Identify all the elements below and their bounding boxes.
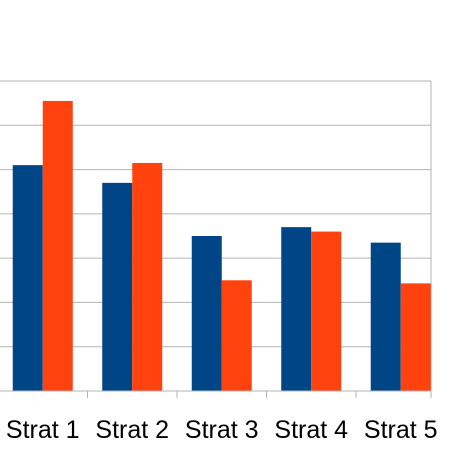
bar-series2: [311, 231, 342, 391]
x-tick-label: Strat 2: [95, 416, 169, 444]
x-tick-label: Strat 4: [274, 416, 348, 444]
x-tick-label: Strat 3: [185, 416, 259, 444]
bar-series1: [12, 165, 43, 391]
bar-series1: [281, 227, 312, 391]
bar-series2: [132, 162, 163, 391]
bar-series1: [191, 236, 222, 391]
bar-series1: [102, 182, 133, 391]
bars: [12, 100, 431, 391]
x-tick-label: Strat 1: [6, 416, 80, 444]
x-tick-labels: Strat 1 Strat 2 Strat 3 Strat 4 Strat 5: [6, 416, 438, 444]
bar-series2: [42, 100, 73, 391]
x-tick-label: Strat 5: [364, 416, 438, 444]
axes: [0, 390, 432, 398]
bar-series2: [400, 283, 431, 391]
bar-series2: [221, 280, 252, 391]
bar-series1: [370, 242, 401, 391]
